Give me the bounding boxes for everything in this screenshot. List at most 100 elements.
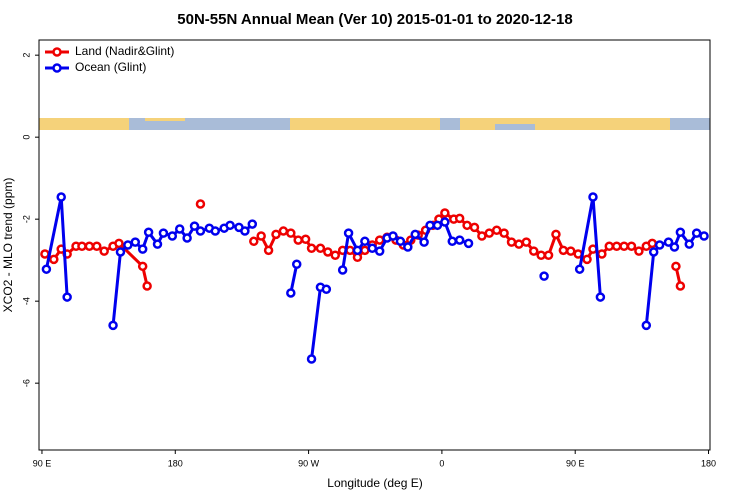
series-point — [611, 241, 622, 251]
series-point — [410, 229, 420, 240]
series-point — [142, 281, 152, 291]
series-point — [675, 281, 686, 291]
series-point — [477, 231, 487, 241]
series-point — [454, 235, 465, 245]
series-point — [374, 246, 385, 256]
series-point — [92, 241, 102, 251]
x-tick-label: 0 — [439, 458, 444, 468]
series-point — [566, 246, 576, 256]
series-point — [130, 237, 141, 247]
series-point — [174, 224, 185, 234]
series-point — [225, 220, 235, 231]
series-point — [447, 236, 458, 247]
series-point — [669, 242, 680, 252]
series-point — [648, 247, 659, 257]
series-point — [440, 208, 450, 218]
series-point — [49, 254, 59, 265]
series-point — [582, 254, 592, 265]
series-point — [360, 236, 370, 247]
series-point — [182, 233, 192, 243]
series-point — [521, 237, 532, 247]
series-point — [256, 231, 266, 241]
series-point — [123, 240, 133, 250]
series-point — [432, 220, 443, 231]
series-point — [321, 284, 332, 295]
y-tick-label: -6 — [21, 379, 31, 387]
series-point — [158, 228, 169, 238]
x-axis-label: Longitude (deg E) — [327, 476, 422, 490]
series-point — [395, 236, 406, 247]
series-point — [114, 238, 124, 249]
series-point — [374, 235, 385, 245]
series-point — [115, 247, 126, 257]
series-point — [626, 241, 637, 251]
series-point — [551, 229, 561, 240]
series-point — [588, 192, 598, 202]
legend-label: Land (Nadir&Glint) — [75, 44, 174, 58]
series-point — [56, 192, 66, 202]
series-point — [167, 231, 178, 241]
series-point — [210, 226, 221, 236]
series-point — [675, 227, 686, 238]
series-point — [367, 243, 378, 254]
series-point — [684, 239, 695, 249]
y-tick-label: -4 — [21, 297, 31, 305]
series-point — [137, 244, 148, 254]
series-point — [360, 245, 370, 256]
legend-label: Ocean (Glint) — [75, 60, 146, 74]
series-line — [310, 285, 327, 360]
series-point — [143, 227, 154, 238]
x-tick-label: 90 E — [566, 458, 585, 468]
series-line — [44, 196, 69, 298]
series-point — [558, 245, 569, 256]
series-point — [604, 241, 615, 251]
series-point — [286, 228, 296, 238]
legend-marker — [52, 63, 62, 73]
legend-marker — [52, 47, 62, 57]
series-point — [137, 261, 148, 272]
series-point — [62, 292, 72, 302]
series-point — [462, 220, 472, 231]
series-point — [469, 222, 480, 233]
series-point — [419, 237, 429, 247]
series-point — [99, 246, 109, 256]
series-point — [647, 238, 657, 249]
series-point — [330, 250, 340, 260]
series-point — [306, 243, 317, 254]
series-point — [323, 247, 333, 257]
series-point — [597, 249, 607, 259]
series-point — [634, 246, 644, 256]
series-point — [293, 235, 303, 245]
series-point — [271, 229, 281, 240]
series-point — [491, 225, 502, 235]
series-point — [543, 250, 554, 260]
series-point — [440, 217, 450, 227]
map-strip — [39, 118, 710, 130]
series-point — [286, 288, 296, 298]
series-point — [574, 264, 585, 274]
series-point — [454, 213, 465, 224]
series-point — [41, 264, 52, 274]
series-point — [484, 228, 495, 238]
series-point — [240, 226, 250, 236]
series-point — [315, 243, 326, 254]
x-tick-label: 180 — [168, 458, 183, 468]
series-point — [514, 239, 524, 249]
y-tick-label: 2 — [21, 53, 31, 58]
series-point — [77, 241, 87, 251]
series-point — [278, 226, 289, 236]
y-tick-label: -2 — [21, 215, 31, 223]
y-tick-label: 0 — [21, 135, 31, 140]
series-point — [108, 320, 118, 331]
x-tick-label: 90 E — [33, 458, 52, 468]
series-point — [337, 265, 348, 275]
series-point — [249, 236, 259, 247]
series-point — [425, 220, 435, 231]
series-point — [539, 271, 549, 281]
series-point — [300, 234, 311, 245]
chart-title: 50N-55N Annual Mean (Ver 10) 2015-01-01 … — [177, 11, 572, 28]
series-point — [403, 242, 413, 252]
series-point — [84, 241, 95, 251]
series-line — [289, 263, 299, 294]
series-point — [291, 259, 302, 270]
